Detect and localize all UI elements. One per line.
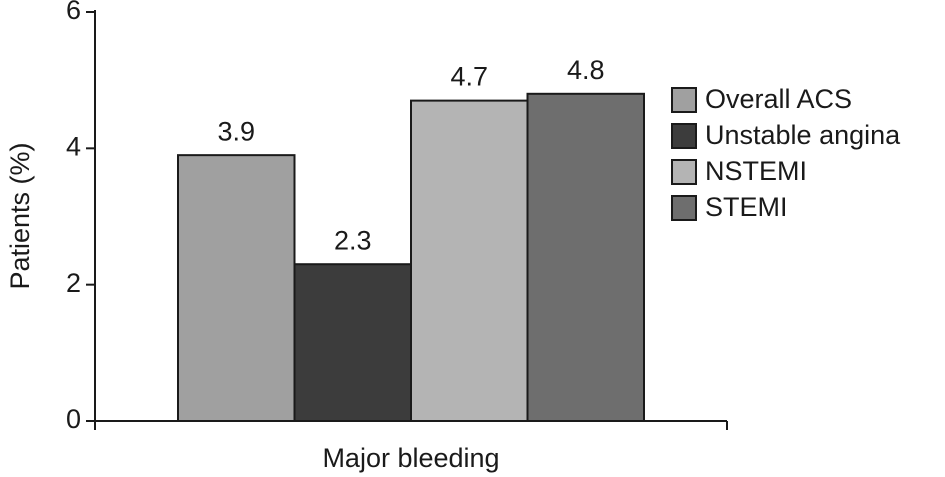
y-axis-label: Patients (%) <box>5 142 35 289</box>
value-label: 3.9 <box>217 116 255 146</box>
legend-label: Overall ACS <box>705 84 852 114</box>
legend-label: NSTEMI <box>705 156 807 186</box>
legend-label: Unstable angina <box>705 120 901 150</box>
legend-swatch <box>671 123 697 149</box>
value-label: 4.8 <box>567 55 605 85</box>
legend-swatch <box>671 195 697 221</box>
legend-label: STEMI <box>705 192 788 222</box>
value-label: 4.7 <box>450 62 488 92</box>
x-tick-label: Major bleeding <box>322 443 499 473</box>
legend-swatch <box>671 159 697 185</box>
bar <box>177 154 296 422</box>
y-tick-label: 4 <box>66 131 81 161</box>
legend-swatch <box>671 87 697 113</box>
bar <box>526 92 645 423</box>
y-tick-label: 0 <box>66 404 81 434</box>
y-tick-label: 6 <box>66 0 81 25</box>
y-tick-label: 2 <box>66 268 81 298</box>
bar <box>410 99 529 422</box>
value-label: 2.3 <box>334 225 372 255</box>
bar <box>293 263 412 423</box>
